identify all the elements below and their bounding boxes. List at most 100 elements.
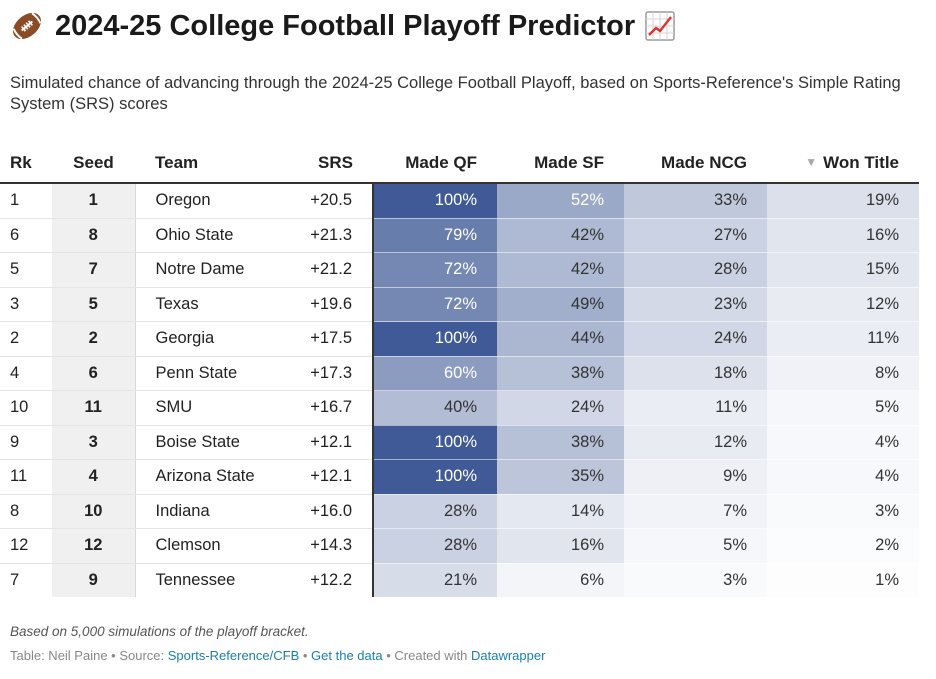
cell-srs: +21.2	[270, 252, 374, 288]
american-football-icon	[10, 9, 44, 43]
cell-won-title: 2%	[767, 528, 919, 564]
cell-srs: +12.1	[270, 425, 374, 460]
byline-created-with: Created with	[394, 648, 471, 663]
cell-team: Indiana	[135, 494, 270, 529]
cell-won-title: 11%	[767, 321, 919, 357]
cell-won-title: 19%	[767, 183, 919, 219]
cell-team: SMU	[135, 390, 270, 426]
cell-seed: 1	[52, 183, 136, 219]
cell-won-title: 5%	[767, 390, 919, 426]
column-header-rk[interactable]: Rk	[0, 144, 52, 184]
cell-made-sf: 16%	[497, 528, 624, 564]
cell-made-sf: 6%	[497, 563, 624, 597]
cell-made-sf: 42%	[497, 252, 624, 288]
source-link[interactable]: Sports-Reference/CFB	[167, 648, 300, 663]
cell-team: Oregon	[135, 183, 270, 219]
cell-won-title: 3%	[767, 494, 919, 529]
cell-made-qf: 40%	[373, 390, 497, 426]
chart-title-text: 2024-25 College Football Playoff Predict…	[55, 9, 636, 42]
cell-seed: 10	[52, 494, 136, 529]
column-header-made-sf[interactable]: Made SF	[497, 144, 624, 184]
chart-subtitle: Simulated chance of advancing through th…	[10, 74, 901, 113]
cell-made-qf: 100%	[373, 183, 497, 219]
cell-rk: 8	[0, 494, 52, 529]
cell-made-ncg: 27%	[624, 218, 767, 253]
cell-made-qf: 72%	[373, 252, 497, 288]
cell-made-ncg: 12%	[624, 425, 767, 460]
column-header-seed[interactable]: Seed	[52, 144, 135, 184]
cell-rk: 3	[0, 287, 52, 322]
cell-seed: 5	[52, 287, 136, 322]
cell-made-qf: 100%	[373, 321, 497, 357]
cell-team: Texas	[135, 287, 270, 322]
cell-team: Arizona State	[135, 459, 270, 495]
cell-seed: 3	[52, 425, 136, 460]
cell-made-ncg: 9%	[624, 459, 767, 495]
cell-made-sf: 35%	[497, 459, 624, 495]
table-row: 1 1 Oregon +20.5 100% 52% 33% 19%	[0, 183, 919, 219]
cell-made-sf: 49%	[497, 287, 624, 322]
table-row: 5 7 Notre Dame +21.2 72% 42% 28% 15%	[0, 252, 919, 288]
cell-made-ncg: 18%	[624, 356, 767, 391]
cell-rk: 1	[0, 183, 52, 219]
column-header-won-title-label: Won Title	[823, 153, 899, 172]
datawrapper-link[interactable]: Datawrapper	[470, 648, 546, 663]
chart-increasing-icon	[645, 11, 675, 41]
cell-srs: +12.1	[270, 459, 374, 495]
cell-won-title: 16%	[767, 218, 919, 253]
column-header-made-qf[interactable]: Made QF	[373, 144, 497, 184]
get-the-data-link[interactable]: Get the data	[311, 648, 383, 663]
table-header-row: Rk Seed Team SRS Made QF Made SF Made NC…	[0, 144, 919, 184]
cell-seed: 11	[52, 390, 136, 426]
cell-made-ncg: 28%	[624, 252, 767, 288]
chart-title: 2024-25 College Football Playoff Predict…	[10, 6, 675, 46]
cell-won-title: 15%	[767, 252, 919, 288]
cell-made-qf: 100%	[373, 425, 497, 460]
cell-team: Boise State	[135, 425, 270, 460]
chart-byline: Table: Neil Paine • Source: Sports-Refer…	[10, 648, 545, 663]
cell-srs: +16.7	[270, 390, 374, 426]
cell-rk: 9	[0, 425, 52, 460]
byline-separator: •	[299, 648, 312, 663]
cell-won-title: 4%	[767, 459, 919, 495]
cell-made-sf: 24%	[497, 390, 624, 426]
cell-rk: 12	[0, 528, 52, 564]
cell-made-ncg: 11%	[624, 390, 767, 426]
column-header-srs[interactable]: SRS	[270, 144, 373, 184]
cell-made-ncg: 5%	[624, 528, 767, 564]
cell-team: Penn State	[135, 356, 270, 391]
cell-made-ncg: 33%	[624, 183, 767, 219]
cell-made-qf: 21%	[373, 563, 497, 597]
chart-notes: Based on 5,000 simulations of the playof…	[10, 624, 309, 639]
cell-team: Notre Dame	[135, 252, 270, 288]
table-row: 8 10 Indiana +16.0 28% 14% 7% 3%	[0, 494, 919, 529]
cell-srs: +17.5	[270, 321, 374, 357]
byline-separator: •	[382, 648, 395, 663]
cell-team: Ohio State	[135, 218, 270, 253]
cell-won-title: 1%	[767, 563, 919, 597]
cell-team: Georgia	[135, 321, 270, 357]
cell-seed: 7	[52, 252, 136, 288]
cell-srs: +20.5	[270, 183, 374, 219]
column-header-team[interactable]: Team	[135, 144, 270, 184]
table-row: 10 11 SMU +16.7 40% 24% 11% 5%	[0, 390, 919, 426]
cell-srs: +12.2	[270, 563, 374, 597]
cell-seed: 12	[52, 528, 136, 564]
byline-separator: •	[107, 648, 120, 663]
cell-team: Tennessee	[155, 570, 236, 589]
byline-source-label: Source:	[119, 648, 168, 663]
column-header-made-ncg[interactable]: Made NCG	[624, 144, 767, 184]
cell-rk: 6	[0, 218, 52, 253]
cell-made-sf: 38%	[497, 425, 624, 460]
cell-made-sf: 42%	[497, 218, 624, 253]
cell-srs: +19.6	[270, 287, 374, 322]
cell-seed: 4	[52, 459, 136, 495]
cell-seed: 9	[52, 563, 136, 597]
cell-won-title: 4%	[767, 425, 919, 460]
cell-made-ncg: 24%	[624, 321, 767, 357]
cell-rk: 5	[0, 252, 52, 288]
cell-rk: 7	[10, 570, 20, 589]
cell-srs: +14.3	[270, 528, 374, 564]
cell-rk: 11	[0, 459, 52, 495]
column-header-won-title[interactable]: ▼ Won Title	[767, 144, 919, 184]
